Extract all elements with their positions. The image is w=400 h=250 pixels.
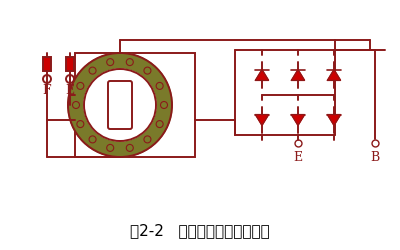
Polygon shape: [291, 114, 305, 126]
Polygon shape: [256, 70, 269, 80]
Text: E: E: [294, 151, 302, 164]
Text: F: F: [43, 84, 51, 97]
Text: E: E: [66, 84, 74, 97]
Bar: [43, 57, 51, 71]
FancyBboxPatch shape: [108, 81, 132, 129]
Polygon shape: [256, 114, 269, 126]
Circle shape: [68, 53, 172, 157]
Text: B: B: [370, 151, 380, 164]
Polygon shape: [291, 70, 305, 80]
Bar: [66, 57, 74, 71]
Circle shape: [84, 69, 156, 141]
Polygon shape: [327, 114, 341, 126]
Text: 图2-2   交流发电机工作原理图: 图2-2 交流发电机工作原理图: [130, 223, 270, 238]
Bar: [75, 53, 195, 157]
Polygon shape: [327, 70, 341, 80]
